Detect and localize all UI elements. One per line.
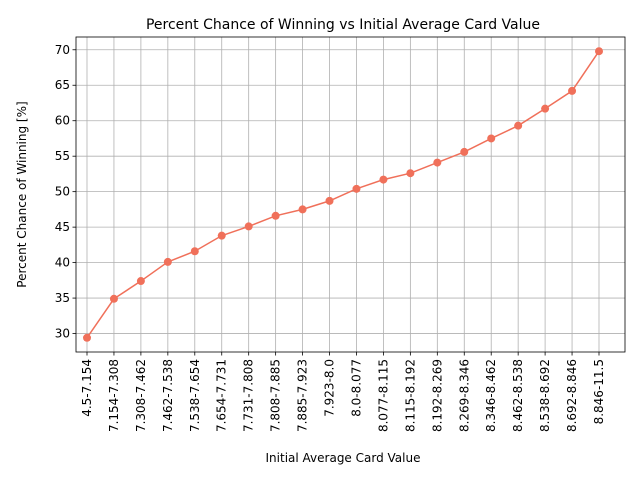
x-tick-label: 7.808-7.885: [269, 359, 283, 432]
x-tick-label: 7.538-7.654: [188, 359, 202, 432]
y-tick-label: 30: [55, 327, 70, 341]
x-tick-label: 7.308-7.462: [134, 359, 148, 432]
plot-frame: [75, 36, 626, 353]
data-point: [190, 247, 199, 256]
y-tick-label: 70: [55, 43, 70, 57]
data-point: [406, 169, 415, 178]
x-tick-label: 8.192-8.269: [430, 359, 444, 432]
x-tick-label: 7.923-8.0: [323, 359, 337, 417]
data-point: [514, 121, 523, 130]
y-tick-label: 65: [55, 78, 70, 92]
data-point: [460, 147, 469, 156]
data-point: [433, 158, 442, 167]
y-axis-label: Percent Chance of Winning [%]: [15, 101, 29, 287]
data-point: [244, 222, 253, 231]
data-point: [352, 184, 361, 193]
data-point: [217, 231, 226, 240]
data-point: [568, 86, 577, 95]
y-tick-label: 45: [55, 220, 70, 234]
data-line: [86, 50, 600, 339]
x-tick-label: 8.115-8.192: [403, 359, 417, 432]
chart-title: Percent Chance of Winning vs Initial Ave…: [146, 17, 540, 33]
x-tick-label: 8.0-8.077: [349, 359, 363, 417]
data-point: [487, 134, 496, 143]
data-point: [379, 175, 388, 184]
x-tick-label: 8.077-8.115: [376, 359, 390, 432]
x-tick-label: 8.462-8.538: [511, 359, 525, 432]
x-tick-label: 7.154-7.308: [107, 359, 121, 432]
y-tick-label: 40: [55, 256, 70, 270]
data-point: [109, 294, 118, 303]
y-tick-label: 50: [55, 185, 70, 199]
x-tick-label: 8.538-8.692: [538, 359, 552, 432]
data-point: [595, 47, 603, 56]
x-tick-label: 8.846-11.5: [592, 359, 606, 424]
x-tick-label: 7.731-7.808: [242, 359, 256, 432]
x-tick-label: 7.654-7.731: [215, 359, 229, 432]
x-tick-label: 8.269-8.346: [457, 359, 471, 432]
x-axis-label: Initial Average Card Value: [266, 451, 421, 465]
y-tick-label: 35: [55, 291, 70, 305]
data-point: [325, 196, 334, 205]
data-point: [163, 257, 172, 266]
data-point: [271, 211, 280, 220]
x-tick-label: 7.462-7.538: [161, 359, 175, 432]
data-point: [298, 205, 307, 214]
y-tick-label: 60: [55, 114, 70, 128]
x-tick-label: 8.346-8.462: [484, 359, 498, 432]
y-tick-label: 55: [55, 149, 70, 163]
data-point: [83, 333, 91, 342]
x-tick-label: 7.885-7.923: [296, 359, 310, 432]
x-tick-label: 8.692-8.846: [565, 359, 579, 432]
data-point: [541, 104, 550, 113]
data-point: [136, 277, 145, 286]
x-tick-label: 4.5-7.154: [80, 359, 94, 417]
